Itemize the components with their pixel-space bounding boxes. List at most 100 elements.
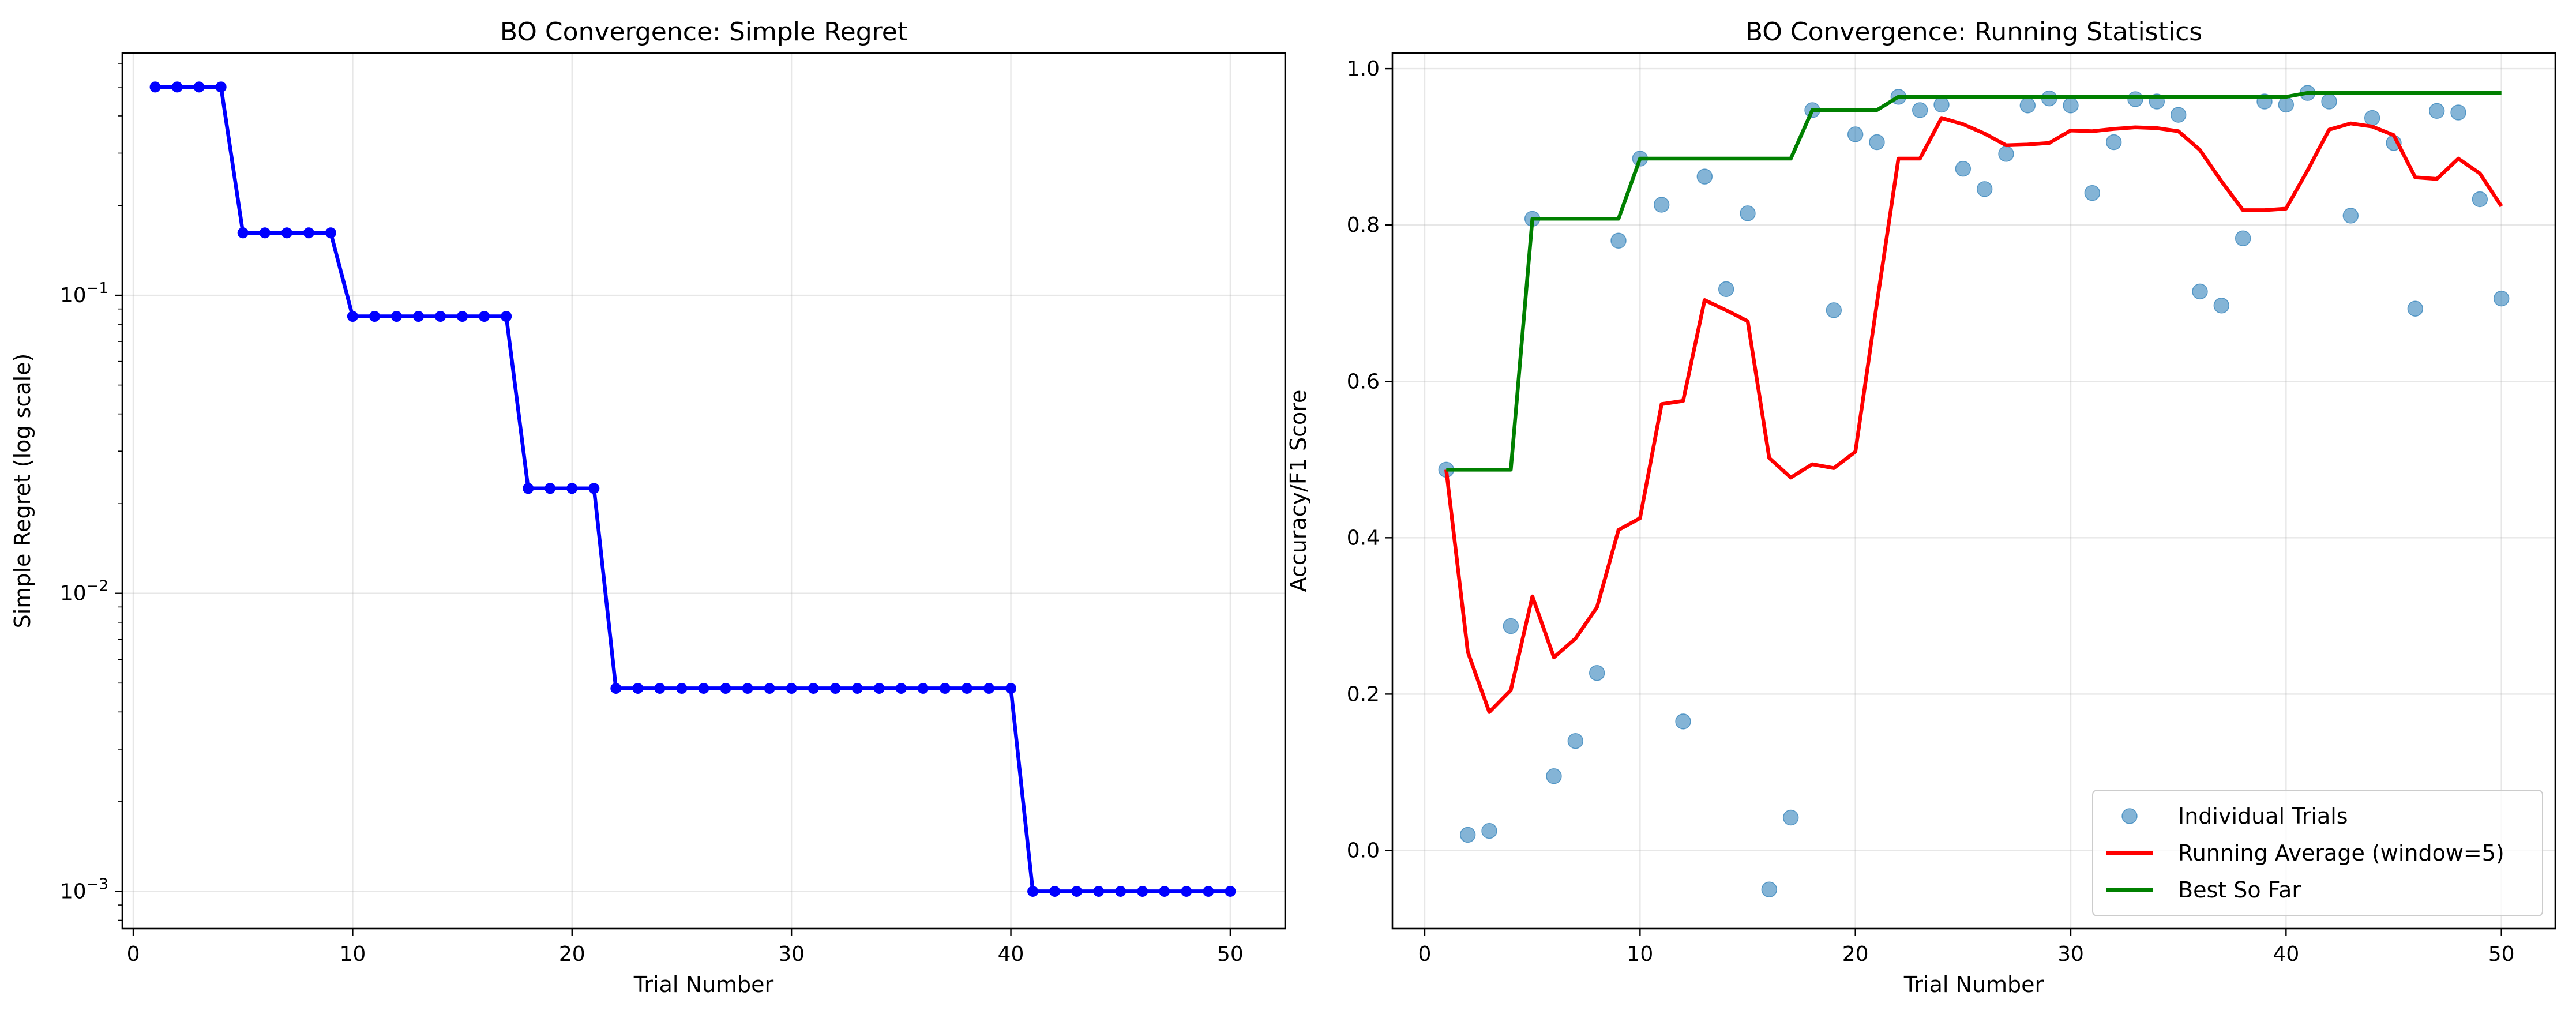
regret-point: [390, 311, 402, 322]
trial-point: [1481, 822, 1497, 839]
x-tick-label: 50: [2488, 942, 2515, 966]
trial-point: [1459, 827, 1476, 843]
regret-plot-area: [149, 81, 1236, 897]
regret-point: [829, 682, 841, 694]
regret-point: [1115, 885, 1126, 897]
trial-point: [1955, 160, 1972, 177]
trial-point: [1696, 168, 1713, 185]
y-tick-base: 10: [60, 582, 87, 606]
regret-point: [171, 81, 183, 93]
regret-point: [610, 682, 622, 694]
y-tick-exponent: −1: [87, 280, 108, 297]
trial-point: [1782, 809, 1799, 826]
regret-point: [1049, 885, 1061, 897]
regret-point: [851, 682, 863, 694]
trial-point: [2127, 91, 2143, 107]
regret-point: [895, 682, 907, 694]
trial-point: [2278, 96, 2295, 113]
running-stats-ticks: 0 10 20 30 40 50 0.0 0.2 0.4 0.6 0.8 1.0: [1347, 57, 2515, 966]
regret-axes-frame: [121, 52, 1286, 930]
y-tick-label: 10−3: [60, 876, 108, 903]
trial-point: [1761, 881, 1778, 897]
trial-point: [1869, 134, 1885, 151]
regret-x-axis-label: Trial Number: [633, 972, 774, 997]
y-tick-label: 10−1: [60, 280, 108, 307]
regret-point: [369, 311, 380, 322]
trial-point: [2019, 97, 2036, 114]
regret-point: [654, 682, 666, 694]
trial-point: [1653, 197, 1670, 213]
regret-point: [676, 682, 688, 694]
x-tick-label: 20: [559, 942, 585, 966]
trial-point: [1610, 232, 1627, 249]
regret-point: [983, 682, 994, 694]
running-stats-legend: Individual Trials Running Average (window…: [2092, 790, 2543, 916]
regret-point: [632, 682, 644, 694]
trial-point: [2472, 191, 2488, 208]
running-stats-plot-area: [1438, 85, 2510, 897]
x-tick-label: 30: [778, 942, 805, 966]
trial-point: [1976, 181, 1993, 197]
y-tick-label: 0.2: [1347, 682, 1380, 706]
running-stats-axes-frame: [1391, 52, 2556, 930]
regret-point: [873, 682, 885, 694]
trial-point: [1589, 665, 1605, 681]
regret-point: [1137, 885, 1148, 897]
x-tick-label: 0: [127, 942, 140, 966]
legend-box: [2092, 790, 2543, 916]
regret-point: [808, 682, 819, 694]
regret-point: [1181, 885, 1192, 897]
regret-point: [1225, 885, 1236, 897]
trial-point: [2192, 283, 2208, 300]
regret-point: [1093, 885, 1105, 897]
y-tick-base: 10: [60, 284, 87, 307]
regret-y-axis-label: Simple Regret (log scale): [10, 354, 35, 629]
running-stats-x-axis-label: Trial Number: [1903, 972, 2044, 997]
legend-label: Running Average (window=5): [2178, 840, 2504, 866]
regret-point: [193, 81, 205, 93]
trial-point: [2321, 93, 2337, 110]
trial-point: [1933, 96, 1950, 113]
trial-point: [2105, 134, 2122, 151]
trial-point: [1567, 732, 1584, 749]
regret-point: [1159, 885, 1170, 897]
regret-point: [281, 227, 292, 239]
running-average-line: [1444, 116, 2503, 714]
regret-point: [303, 227, 314, 239]
x-tick-label: 40: [998, 942, 1024, 966]
y-tick-label: 0.6: [1347, 370, 1380, 393]
trial-point: [1826, 302, 1842, 318]
regret-point: [1027, 885, 1039, 897]
regret-point: [523, 483, 534, 494]
trial-point: [2342, 208, 2359, 224]
trial-point: [1740, 205, 1756, 221]
trial-point: [2493, 290, 2510, 307]
trial-point: [2235, 230, 2251, 246]
y-tick-base: 10: [60, 880, 87, 903]
trial-point: [2063, 97, 2079, 114]
trial-point: [2170, 107, 2187, 123]
regret-point: [917, 682, 929, 694]
x-tick-label: 10: [339, 942, 366, 966]
regret-point: [720, 682, 731, 694]
regret-point: [413, 311, 425, 322]
regret-point: [1005, 682, 1017, 694]
legend-label: Best So Far: [2178, 877, 2301, 903]
regret-point: [479, 311, 490, 322]
regret-point: [237, 227, 249, 239]
trial-point: [2450, 104, 2466, 121]
legend-swatch-marker: [2121, 808, 2138, 824]
y-tick-label: 0.0: [1347, 839, 1380, 862]
regret-point: [149, 81, 161, 93]
y-tick-label: 1.0: [1347, 57, 1380, 81]
x-tick-label: 40: [2273, 942, 2299, 966]
y-tick-exponent: −2: [87, 578, 108, 595]
regret-point: [457, 311, 468, 322]
x-tick-label: 10: [1627, 942, 1653, 966]
trial-point: [2364, 110, 2380, 126]
trial-point: [2428, 103, 2445, 119]
running-stats-y-axis-label: Accuracy/F1 Score: [1286, 390, 1311, 592]
running-stats-chart-title: BO Convergence: Running Statistics: [1745, 17, 2202, 47]
